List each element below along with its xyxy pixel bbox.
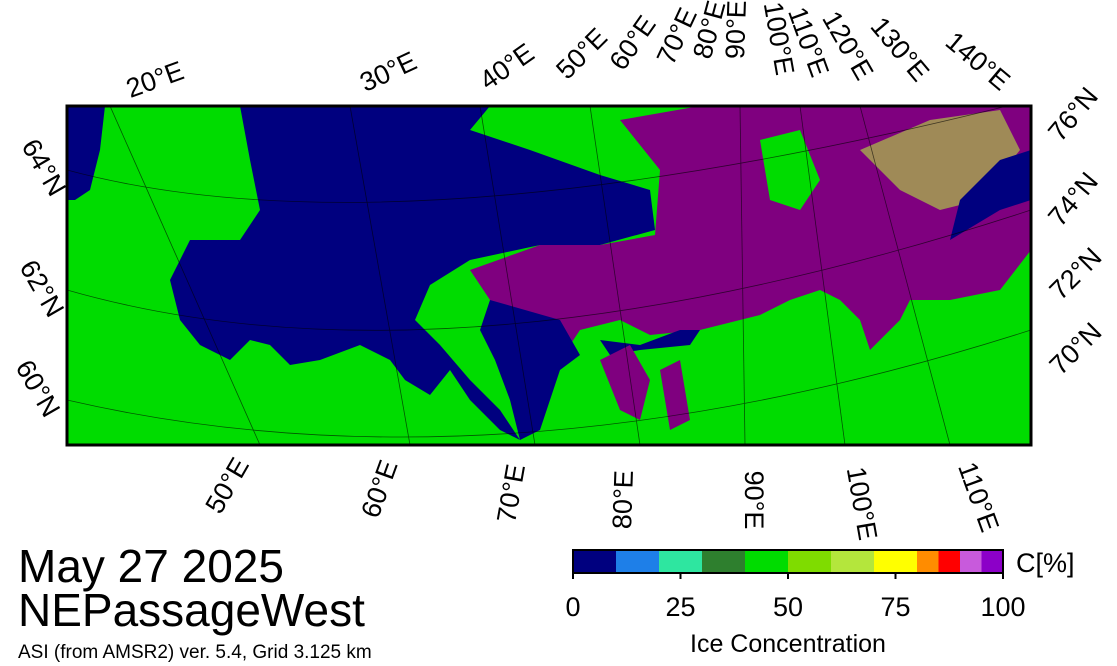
lat-label: 62°N [14,255,70,322]
colorbar-bin [573,550,616,573]
colorbar-tick-label: 75 [880,592,910,622]
colorbar-bin [616,550,659,573]
lon-label: 40°E [474,37,539,95]
colorbar-bin [981,550,1003,573]
graticule [67,106,1031,445]
colorbar-bin [917,550,939,573]
colorbar-bin [874,550,917,573]
lon-label: 80°E [607,470,639,530]
lat-label: 72°N [1044,242,1108,306]
colorbar-label: Ice Concentration [690,630,886,658]
colorbar-tick-label: 100 [980,592,1025,622]
lon-label: 90°E [739,471,769,530]
lat-label: 60°N [10,355,66,422]
sea [67,106,105,200]
colorbar-bin [960,550,982,573]
lon-label: 60°E [355,456,403,522]
sea [170,106,655,440]
lon-label: 100°E [841,464,883,542]
colorbar-tick-label: 25 [665,592,695,622]
sea [950,150,1031,240]
colorbar-bin [702,550,745,573]
lat-label: 74°N [1042,166,1104,231]
colorbar-bin [938,550,960,573]
map-frame [65,104,1033,447]
lat-label: 70°N [1044,317,1108,381]
lon-label: 90°E [720,0,752,60]
colorbar-bin [659,550,702,573]
sea [480,300,580,440]
lat-label: 64°N [16,134,72,201]
colorbar-tick-label: 50 [773,592,803,622]
colorbar-bin [788,550,831,573]
lon-label: 70°E [491,462,531,525]
colorbar-unit: C[%] [1016,548,1075,578]
lon-label: 30°E [355,46,421,98]
sea-ice [600,345,690,430]
lat-label: 76°N [1042,81,1104,146]
date: May 27 2025 [18,540,284,592]
colorbar-tick-label: 0 [565,592,580,622]
lon-label: 50°E [200,453,255,519]
lon-label: 140°E [940,26,1016,96]
source: ASI (from AMSR2) ver. 5.4, Grid 3.125 km [18,642,372,663]
colorbar-bin [831,550,874,573]
lon-label: 20°E [122,55,188,103]
lon-label: 130°E [865,11,935,87]
lon-label: 50°E [550,22,613,85]
region: NEPassageWest [18,584,365,636]
colorbar-bin [745,550,788,573]
lon-label: 110°E [952,458,1005,536]
map [67,106,1031,445]
land [760,130,820,210]
